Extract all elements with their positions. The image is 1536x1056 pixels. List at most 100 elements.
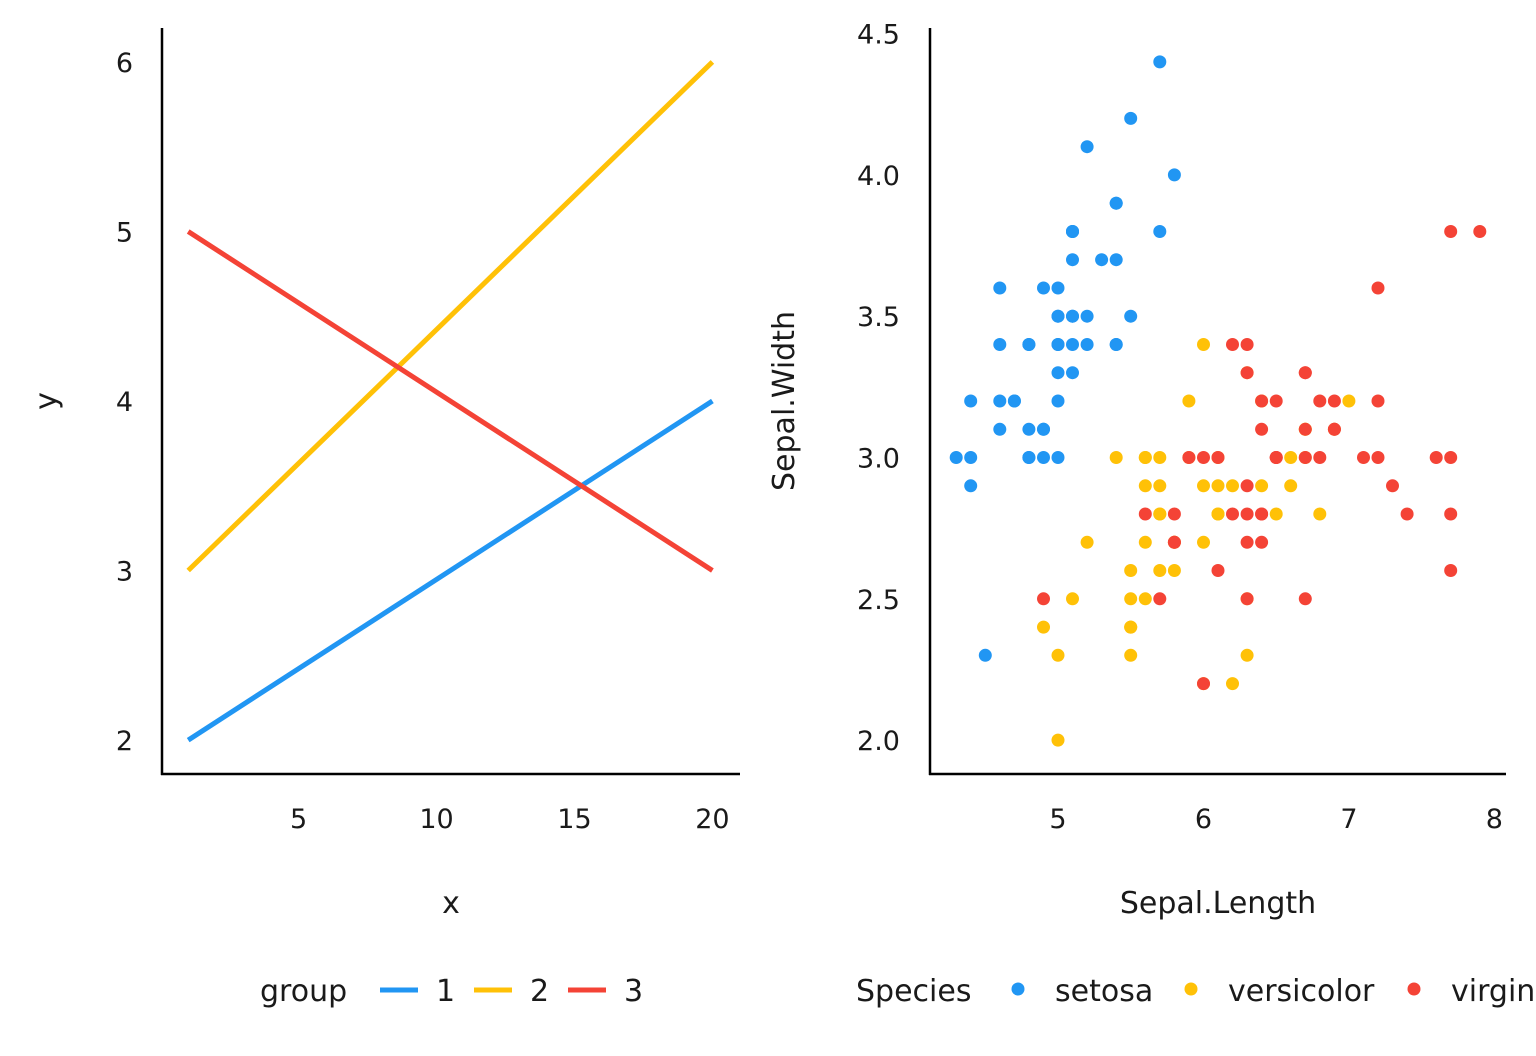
point-virginica [1226, 338, 1239, 351]
scatter-chart-x-tick: 6 [1195, 804, 1212, 835]
legend-key-virginica [1407, 982, 1421, 996]
point-setosa [1051, 394, 1065, 408]
scatter-chart-y-tick: 4.0 [857, 161, 900, 192]
point-virginica [1255, 422, 1269, 436]
scatter-chart-y-ticks: 2.0 2.5 3.0 3.5 4.0 4.5 [857, 20, 900, 757]
point-versicolor [1153, 451, 1167, 464]
point-virginica [1298, 592, 1312, 606]
point-versicolor [1109, 451, 1123, 464]
point-virginica [1444, 564, 1458, 577]
point-virginica [1226, 507, 1239, 521]
point-versicolor [1138, 451, 1152, 464]
point-setosa [1066, 338, 1079, 351]
point-versicolor [1138, 479, 1152, 493]
point-virginica [1167, 535, 1181, 549]
line-chart-x-tick: 15 [557, 804, 591, 835]
point-setosa [1051, 338, 1065, 351]
point-setosa [978, 648, 992, 662]
line-chart-legend: group 1 2 3 [260, 974, 643, 1009]
point-setosa [1124, 111, 1138, 125]
line-series-1 [186, 398, 714, 743]
legend-label-1: 1 [436, 974, 455, 1009]
point-virginica [1429, 451, 1443, 464]
point-versicolor [1211, 507, 1225, 521]
point-virginica [1240, 479, 1254, 493]
legend-label-versicolor: versicolor [1228, 974, 1375, 1009]
point-setosa [1007, 394, 1021, 408]
line-chart-x-ticks: 5 10 15 20 [290, 804, 730, 835]
scatter-chart-x-tick: 8 [1486, 804, 1503, 835]
point-setosa [1080, 338, 1094, 351]
point-setosa [1066, 225, 1079, 238]
point-setosa [1095, 253, 1109, 267]
point-versicolor [1197, 535, 1210, 549]
point-virginica [1037, 592, 1050, 606]
point-setosa [1080, 309, 1094, 323]
point-versicolor [1313, 507, 1327, 521]
point-virginica [1240, 366, 1254, 380]
point-setosa [964, 479, 978, 493]
point-setosa [993, 338, 1007, 351]
point-virginica [1371, 394, 1385, 408]
point-setosa [1037, 451, 1050, 464]
point-setosa [1167, 168, 1181, 182]
scatter-chart-legend-title: Species [856, 974, 971, 1009]
point-virginica [1473, 225, 1487, 238]
legend-label-3: 3 [624, 974, 643, 1009]
scatter-chart-y-tick: 4.5 [857, 20, 900, 51]
point-versicolor [1138, 592, 1152, 606]
point-virginica [1400, 507, 1414, 521]
point-versicolor [1211, 479, 1225, 493]
legend-key-setosa [1011, 982, 1025, 996]
line-chart-legend-title: group [260, 974, 347, 1009]
point-versicolor [1255, 479, 1269, 493]
point-virginica [1240, 592, 1254, 606]
line-chart-x-tick: 20 [695, 804, 729, 835]
point-versicolor [1197, 479, 1210, 493]
point-virginica [1255, 535, 1269, 549]
point-virginica [1167, 507, 1181, 521]
point-virginica [1313, 394, 1327, 408]
point-setosa [993, 281, 1007, 295]
line-chart-panel: 5 10 15 20 2 3 4 5 6 x y group 1 2 3 [29, 28, 740, 1009]
scatter-chart-x-tick: 7 [1340, 804, 1357, 835]
point-setosa [1051, 451, 1065, 464]
point-versicolor [1197, 338, 1210, 351]
line-series-3 [186, 229, 714, 573]
point-setosa [1066, 366, 1079, 380]
point-setosa [993, 422, 1007, 436]
line-chart-y-tick: 3 [116, 557, 133, 588]
point-setosa [1109, 196, 1123, 210]
point-virginica [1197, 451, 1210, 464]
point-setosa [1037, 281, 1050, 295]
point-virginica [1327, 422, 1341, 436]
legend-label-virginica: virginica [1451, 974, 1536, 1009]
point-virginica [1153, 592, 1167, 606]
point-setosa [1051, 309, 1065, 323]
scatter-chart-y-tick: 2.5 [857, 585, 900, 616]
point-versicolor [1153, 564, 1167, 577]
point-versicolor [1284, 479, 1298, 493]
point-virginica [1182, 451, 1196, 464]
point-virginica [1255, 394, 1269, 408]
point-virginica [1298, 422, 1312, 436]
point-setosa [1022, 422, 1036, 436]
legend-label-setosa: setosa [1055, 974, 1153, 1009]
point-setosa [1153, 225, 1167, 238]
point-virginica [1211, 564, 1225, 577]
legend-key-versicolor [1184, 982, 1198, 996]
point-versicolor [1051, 648, 1065, 662]
point-versicolor [1284, 451, 1298, 464]
point-versicolor [1153, 479, 1167, 493]
point-setosa [1051, 366, 1065, 380]
scatter-chart-legend: Species setosa versicolor virginica [856, 974, 1536, 1009]
scatter-chart-y-tick: 3.0 [857, 444, 900, 475]
scatter-chart-x-tick: 5 [1049, 804, 1066, 835]
line-chart-y-tick: 6 [116, 48, 133, 79]
point-versicolor [1080, 535, 1094, 549]
point-virginica [1240, 338, 1254, 351]
line-series-2 [186, 60, 715, 573]
legend-label-2: 2 [530, 974, 549, 1009]
point-versicolor [1037, 620, 1050, 634]
